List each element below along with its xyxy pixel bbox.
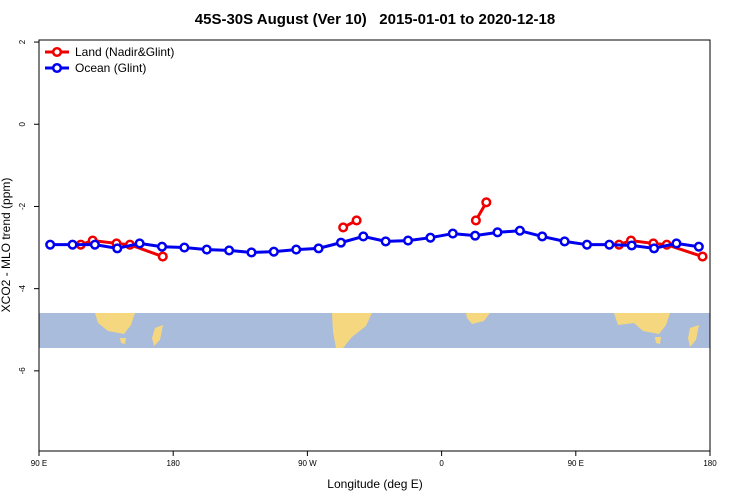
data-point [201, 244, 212, 255]
y-tick-label: 2 [18, 39, 27, 44]
map-strip [39, 313, 710, 348]
x-tick-label: 90 E [568, 459, 584, 468]
data-point [156, 241, 168, 252]
x-tick-label: 180 [167, 459, 181, 468]
data-point [268, 246, 279, 257]
y-axis-label: XCO2 - MLO trend (ppm) [0, 178, 13, 313]
data-point [380, 236, 391, 247]
legend-label: Ocean (Glint) [75, 61, 146, 75]
data-point [179, 242, 190, 253]
data-point [335, 237, 347, 248]
data-point [358, 231, 369, 242]
legend-marker [51, 46, 63, 58]
data-point [514, 225, 525, 236]
data-point [537, 231, 548, 242]
data-point [89, 239, 100, 250]
data-point [470, 230, 481, 241]
data-point [157, 251, 168, 262]
legend-marker [51, 62, 63, 74]
data-point [134, 238, 145, 249]
data-point [470, 215, 481, 226]
x-tick-label: 180 [703, 459, 717, 468]
data-point [559, 236, 570, 247]
data-point [425, 232, 436, 243]
data-point [481, 197, 492, 208]
x-tick-label: 90 W [298, 459, 317, 468]
data-point [246, 247, 257, 258]
data-point [338, 222, 349, 233]
y-tick-label: -6 [18, 367, 27, 375]
data-point [224, 245, 235, 256]
data-point [291, 244, 302, 255]
data-point [403, 235, 414, 246]
legend-label: Land (Nadir&Glint) [75, 45, 174, 59]
data-point [626, 240, 637, 251]
series-line [50, 229, 700, 254]
data-point [313, 243, 324, 254]
x-tick-label: 0 [439, 459, 444, 468]
data-point [671, 238, 682, 249]
plot-frame [38, 39, 711, 452]
y-tick-label: -4 [18, 285, 27, 293]
y-tick-label: -2 [18, 202, 27, 210]
data-point [492, 227, 503, 238]
data-point [604, 239, 615, 250]
data-point [693, 241, 704, 252]
data-point [112, 243, 123, 254]
x-tick-label: 90 E [31, 459, 47, 468]
y-tick-label: 0 [18, 121, 27, 126]
chart-title: 45S-30S August (Ver 10) 2015-01-01 to 20… [195, 11, 555, 28]
data-point [697, 251, 708, 262]
data-point [45, 239, 56, 250]
data-point [581, 239, 593, 250]
data-point [67, 239, 78, 250]
x-axis-label: Longitude (deg E) [327, 477, 422, 491]
data-point [447, 228, 458, 239]
data-point [351, 215, 362, 226]
data-point [649, 243, 660, 254]
